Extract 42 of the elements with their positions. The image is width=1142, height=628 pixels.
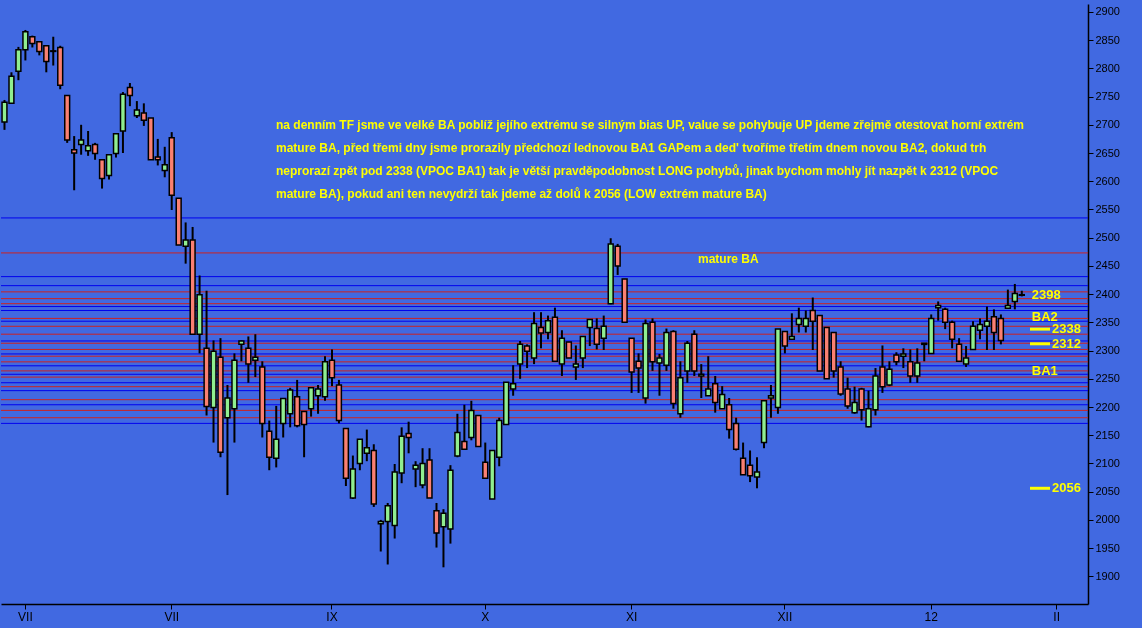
y-tick-label: 2750 [1095, 90, 1120, 103]
y-tick-label: 2050 [1095, 485, 1120, 498]
y-tick-label: 2200 [1095, 400, 1120, 413]
ref-line-label: 2056 [1052, 480, 1081, 496]
y-tick-label: 1950 [1095, 541, 1120, 554]
candlestick [698, 363, 705, 399]
y-tick-label: 1900 [1095, 569, 1120, 582]
x-tick-label: XI [625, 609, 638, 624]
x-tick-label: VII [18, 609, 33, 624]
y-tick-label: 2850 [1095, 33, 1120, 46]
y-tick-label: 2400 [1095, 287, 1120, 300]
y-tick-label: 2500 [1095, 231, 1120, 244]
candlestick [572, 344, 580, 381]
x-tick-label: IX [326, 609, 338, 624]
annotation: mature BA [698, 251, 759, 268]
y-tick-label: 2550 [1095, 202, 1120, 215]
candlestick [1004, 288, 1012, 310]
x-tick-label: XII [777, 609, 793, 624]
x-tick-label: X [481, 609, 490, 624]
annotation: BA1 [1031, 362, 1058, 378]
candlestick [579, 335, 587, 370]
y-tick-label: 2000 [1095, 513, 1120, 526]
y-tick-label: 2900 [1095, 5, 1120, 18]
y-tick-label: 2250 [1095, 372, 1120, 385]
y-tick-label: 2150 [1095, 428, 1120, 441]
y-tick-label: 2450 [1095, 259, 1120, 272]
candlestick [238, 339, 245, 363]
y-tick-label: 2600 [1095, 174, 1120, 187]
x-tick-label: II [1053, 609, 1060, 624]
candlestick [112, 132, 120, 159]
candlestick [77, 123, 85, 156]
y-tick-label: 2700 [1095, 118, 1120, 131]
y-tick-label: 2800 [1095, 61, 1120, 74]
candlestick [70, 135, 78, 192]
y-tick-label: 2350 [1095, 315, 1120, 328]
annotation: na denním TF jsme ve velké BA poblíž jejího extrému se silným bias UP, value se pohybuje UP jdeme zřejmě otestovat horní extrém mature BA, před třemi dny jsme prorazily předchozí lednovou BA1 GAPem a ded' tvoříme třetím dnem novou BA2, dokud trh neprorazí zpět pod 2338 (VPOC BA1) tak je větší pravděpodobnost LONG pohybů, jinak bychom mohly jít nazpět k 2312 (VPOC mature BA), pokud ani ten nevydrží tak jdeme až dolů k 2056 (LOW extrém mature BA) [276, 117, 1026, 203]
y-tick-label: 2650 [1095, 146, 1120, 159]
x-tick-label: VII [164, 609, 180, 624]
candlestick [586, 318, 593, 348]
y-tick-label: 2300 [1095, 344, 1120, 357]
y-tick-label: 2100 [1095, 456, 1120, 469]
x-tick-label: 12 [924, 609, 939, 624]
